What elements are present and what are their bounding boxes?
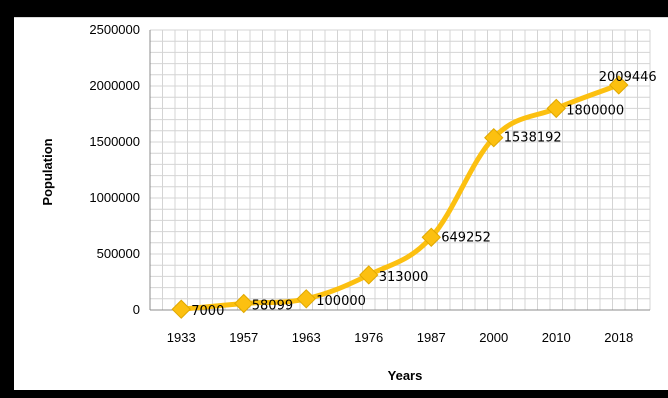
data-point-marker: [546, 98, 566, 119]
y-axis-title: Population: [40, 138, 55, 205]
data-point-marker: [359, 265, 379, 285]
x-tick-label: 1976: [354, 330, 383, 345]
y-tick-labels: 0 500000 1000000 1500000 2000000 2500000: [89, 22, 140, 317]
y-tick-label: 1500000: [89, 134, 140, 149]
x-tick-label: 1933: [167, 330, 196, 345]
data-label: 100000: [316, 294, 366, 309]
x-tick-label: 1957: [229, 330, 258, 345]
y-tick-label: 0: [133, 302, 140, 317]
y-tick-label: 500000: [97, 246, 140, 261]
data-label: 1800000: [566, 103, 624, 118]
data-point-marker: [609, 75, 629, 95]
data-label: 7000: [191, 304, 224, 319]
chart-panel: [14, 17, 668, 390]
data-label: 2009446: [599, 70, 657, 85]
x-tick-label: 2018: [604, 330, 633, 345]
data-point-marker: [421, 227, 441, 247]
x-tick-label: 2000: [479, 330, 508, 345]
data-point-marker: [171, 299, 191, 319]
x-axis-title: Years: [388, 368, 423, 383]
data-point-marker: [484, 128, 504, 148]
data-label: 313000: [379, 270, 429, 285]
axes: [149, 30, 650, 311]
data-point-marker: [296, 289, 316, 309]
data-points: [171, 75, 629, 319]
y-tick-label: 1000000: [89, 190, 140, 205]
y-tick-label: 2000000: [89, 78, 140, 93]
y-tick-label: 2500000: [89, 22, 140, 37]
data-label: 1538192: [504, 131, 562, 146]
data-label: 649252: [441, 230, 491, 245]
data-label: 58099: [252, 298, 293, 313]
x-tick-label: 1987: [417, 330, 446, 345]
gridlines: [149, 29, 651, 311]
x-tick-label: 1963: [292, 330, 321, 345]
x-tick-labels: 1933 1957 1963 1976 1987 2000 2010 2018: [167, 330, 633, 345]
data-point-marker: [234, 293, 254, 314]
x-tick-label: 2010: [542, 330, 571, 345]
data-labels: 7000 58099 100000 313000 649252 1538192 180000…: [191, 70, 656, 319]
